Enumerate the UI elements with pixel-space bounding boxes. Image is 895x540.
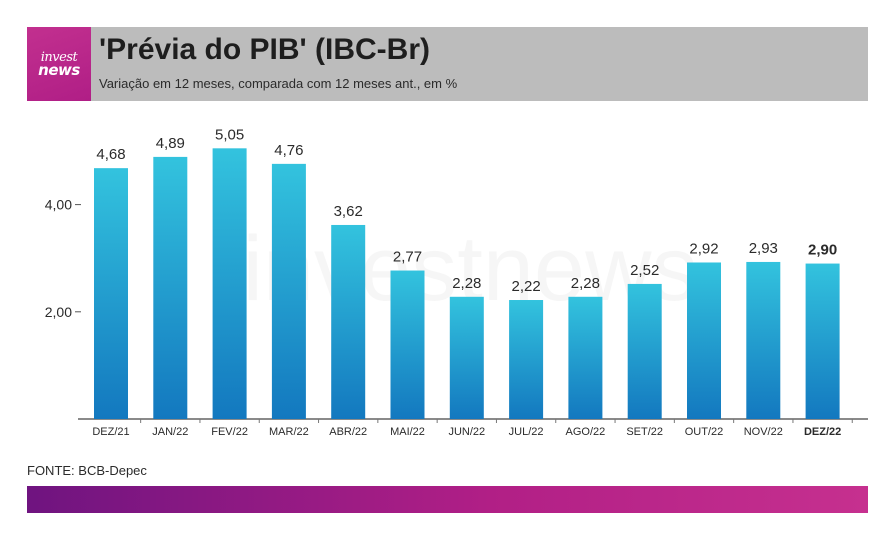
chart-subtitle: Variação em 12 meses, comparada com 12 m… — [99, 76, 458, 91]
value-label: 2,28 — [571, 275, 600, 292]
x-tick-label: AGO/22 — [566, 426, 606, 438]
value-label: 4,76 — [274, 142, 303, 159]
x-tick-label: MAI/22 — [390, 426, 425, 438]
bar — [805, 263, 840, 419]
bar — [94, 168, 128, 419]
chart-title: 'Prévia do PIB' (IBC-Br) — [99, 33, 430, 66]
value-label: 2,28 — [452, 275, 481, 292]
x-tick-label: ABR/22 — [329, 426, 367, 438]
x-tick-label: JAN/22 — [152, 426, 188, 438]
chart-header: invest news 'Prévia do PIB' (IBC-Br) Var… — [27, 27, 868, 101]
bar — [271, 163, 306, 419]
value-label: 3,62 — [334, 203, 363, 220]
x-tick-label: DEZ/21 — [92, 426, 129, 438]
x-tick-label: JUN/22 — [448, 426, 485, 438]
x-tick-label: OUT/22 — [685, 426, 724, 438]
value-label: 2,90 — [808, 242, 837, 259]
x-tick-label: DEZ/22 — [804, 426, 841, 438]
x-tick-label: SET/22 — [626, 426, 663, 438]
investnews-logo: invest news — [27, 27, 91, 101]
bar — [390, 270, 425, 419]
bar — [153, 156, 188, 419]
value-label: 4,68 — [96, 146, 125, 163]
value-label: 2,77 — [393, 249, 422, 266]
logo-text-invest: invest — [40, 49, 78, 65]
value-label: 4,89 — [156, 135, 185, 152]
bar — [746, 261, 781, 419]
footer-brand-bar — [27, 486, 868, 513]
logo-text-news: news — [38, 60, 80, 79]
x-tick-label: FEV/22 — [211, 426, 248, 438]
x-tick-label: JUL/22 — [509, 426, 544, 438]
y-tick-label: 2,00 — [45, 304, 72, 320]
bar — [331, 224, 366, 419]
bar — [509, 300, 544, 419]
bar — [568, 296, 603, 419]
bar — [687, 262, 721, 419]
bar — [449, 296, 484, 419]
value-label: 2,52 — [630, 262, 659, 279]
x-tick-label: MAR/22 — [269, 426, 309, 438]
y-tick-label: 4,00 — [45, 197, 72, 213]
x-tick-label: NOV/22 — [744, 426, 783, 438]
value-label: 2,22 — [511, 278, 540, 295]
bar — [627, 283, 662, 419]
value-label: 2,93 — [749, 240, 778, 257]
value-label: 2,92 — [689, 240, 718, 257]
bar — [212, 148, 247, 419]
source-note: FONTE: BCB-Depec — [27, 463, 147, 478]
value-label: 5,05 — [215, 126, 244, 143]
